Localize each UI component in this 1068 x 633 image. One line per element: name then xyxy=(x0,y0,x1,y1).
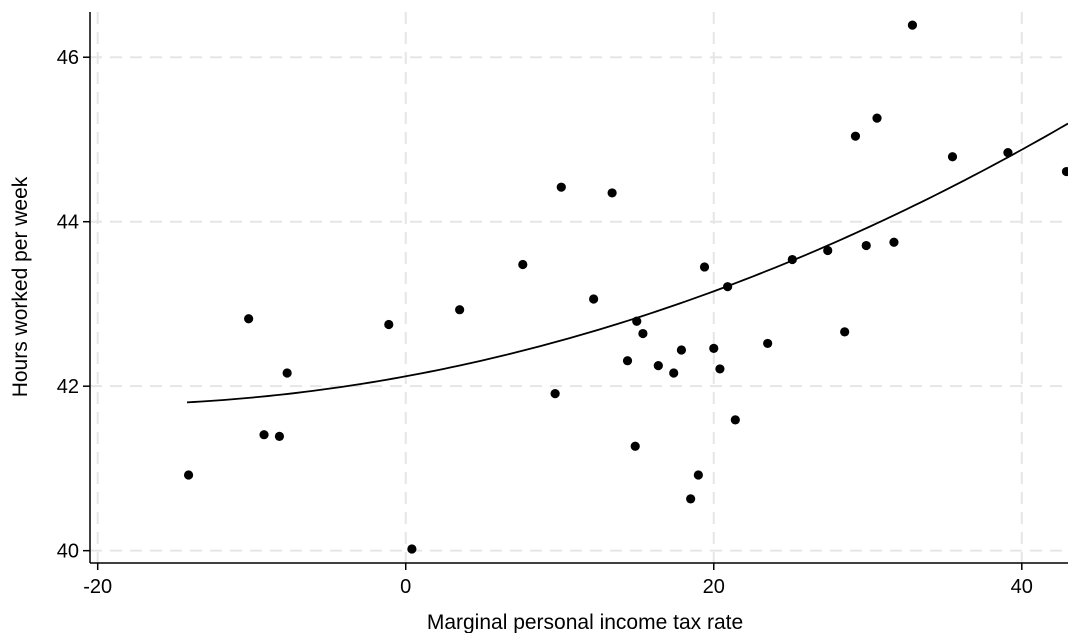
data-point xyxy=(947,152,958,162)
x-tick-label: 20 xyxy=(703,576,725,598)
data-point xyxy=(1003,148,1013,158)
data-point xyxy=(384,319,394,330)
x-tick-label: 40 xyxy=(1011,576,1033,598)
data-point xyxy=(715,364,725,374)
data-point xyxy=(556,182,566,192)
data-point xyxy=(550,388,560,399)
data-point xyxy=(840,327,850,337)
data-point xyxy=(699,262,710,272)
grid-lines xyxy=(90,12,1068,563)
data-point xyxy=(723,282,733,292)
data-point xyxy=(622,356,633,366)
data-point xyxy=(518,259,528,270)
data-point xyxy=(638,328,648,339)
data-point xyxy=(607,188,617,198)
data-point xyxy=(763,338,773,349)
data-point xyxy=(653,361,663,371)
data-point xyxy=(630,441,640,451)
x-tick-label: -20 xyxy=(83,576,112,598)
data-point xyxy=(589,294,599,304)
data-point xyxy=(730,415,740,425)
tick-labels: 40 42 44 46 -20 0 20 40 xyxy=(57,47,1033,598)
data-point xyxy=(850,131,861,141)
data-point xyxy=(244,314,254,324)
data-point xyxy=(686,494,696,504)
x-tick-label: 0 xyxy=(400,576,411,598)
y-axis-title: Hours worked per week xyxy=(9,176,32,397)
data-points xyxy=(183,20,1068,554)
data-point xyxy=(861,240,871,251)
data-point xyxy=(907,20,918,30)
data-point xyxy=(669,368,679,378)
data-point xyxy=(259,430,269,440)
data-point xyxy=(274,431,285,441)
axes xyxy=(83,12,1068,570)
data-point xyxy=(282,368,292,378)
data-point xyxy=(632,316,642,326)
fitted-curve xyxy=(186,122,1068,404)
data-point xyxy=(787,254,797,265)
y-tick-label: 42 xyxy=(57,376,79,398)
data-point xyxy=(889,237,899,247)
data-point xyxy=(1061,166,1068,177)
x-axis-title: Marginal personal income tax rate xyxy=(427,611,743,633)
data-point xyxy=(407,544,417,554)
y-tick-label: 46 xyxy=(57,47,79,69)
data-point xyxy=(872,113,882,123)
data-point xyxy=(183,470,194,480)
data-point xyxy=(676,345,687,355)
data-point xyxy=(823,245,833,256)
y-tick-label: 40 xyxy=(57,541,79,563)
data-point xyxy=(455,305,465,315)
data-point xyxy=(709,343,719,353)
data-point xyxy=(693,470,703,480)
y-tick-label: 44 xyxy=(57,212,79,234)
